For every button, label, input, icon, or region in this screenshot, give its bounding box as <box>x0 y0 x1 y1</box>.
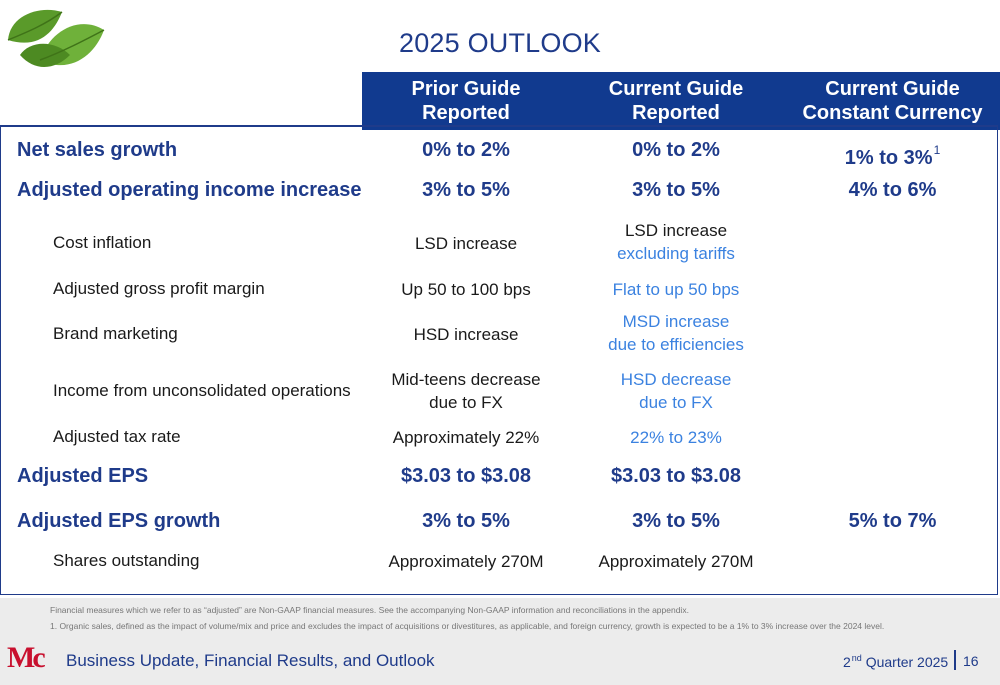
cell-shares-prior: Approximately 270M <box>388 552 544 571</box>
cell-adj-eps-growth-prior: 3% to 5% <box>422 510 510 532</box>
cell-line2: due to FX <box>639 393 713 412</box>
outlook-table-frame <box>0 125 998 595</box>
row-label-net-sales: Net sales growth <box>17 139 178 161</box>
cell-brand-marketing-prior: HSD increase <box>413 325 519 344</box>
cell-line1: LSD increase <box>624 221 728 240</box>
cell-unconsolidated-current: HSD decrease due to FX <box>578 368 774 414</box>
quarter-number: 2 <box>843 654 851 670</box>
row-label-adj-eps-growth: Adjusted EPS growth <box>17 510 221 532</box>
quarter-text: Quarter 2025 <box>861 654 949 670</box>
row-label-brand-marketing: Brand marketing <box>53 324 178 343</box>
cell-tax-rate-prior: Approximately 22% <box>392 428 540 447</box>
cell-gross-margin-prior: Up 50 to 100 bps <box>401 280 531 299</box>
cell-cost-inflation-prior: LSD increase <box>414 234 518 253</box>
cell-shares-current: Approximately 270M <box>598 552 754 571</box>
cell-cost-inflation-current: LSD increase excluding tariffs <box>578 219 774 265</box>
cell-line1: MSD increase <box>622 312 730 331</box>
footnote-non-gaap: Financial measures which we refer to as … <box>50 605 689 615</box>
page-number: 16 <box>963 653 979 669</box>
company-logo: Mc <box>7 641 46 674</box>
row-label-tax-rate: Adjusted tax rate <box>53 427 181 446</box>
column-header-line2: Constant Currency <box>802 102 983 124</box>
column-header-line2: Reported <box>422 102 510 124</box>
column-header-band <box>362 72 1000 130</box>
column-header-line1: Current Guide <box>608 78 744 100</box>
cell-unconsolidated-prior: Mid-teens decrease due to FX <box>370 368 562 414</box>
cell-tax-rate-current: 22% to 23% <box>630 428 722 447</box>
cell-brand-marketing-current: MSD increase due to efficiencies <box>578 310 774 356</box>
cell-line2: due to FX <box>429 393 503 412</box>
cell-line1: Mid-teens decrease <box>391 370 541 389</box>
cell-net-sales-prior: 0% to 2% <box>422 139 510 161</box>
column-header-line1: Current Guide <box>825 78 960 100</box>
row-label-gross-margin: Adjusted gross profit margin <box>53 279 265 298</box>
cell-net-sales-constant: 1% to 3%1 <box>790 139 995 170</box>
cell-adj-op-income-current: 3% to 5% <box>632 179 720 201</box>
cell-adj-op-income-constant: 4% to 6% <box>848 179 937 201</box>
cell-adj-eps-current: $3.03 to $3.08 <box>610 465 742 487</box>
column-header-prior-reported: Prior Guide Reported <box>370 77 562 125</box>
cell-adj-eps-prior: $3.03 to $3.08 <box>400 465 532 487</box>
footer-section-title: Business Update, Financial Results, and … <box>66 651 435 670</box>
cell-adj-eps-growth-constant: 5% to 7% <box>848 510 937 532</box>
cell-adj-eps-growth-current: 3% to 5% <box>632 510 720 532</box>
row-label-cost-inflation: Cost inflation <box>53 233 152 252</box>
quarter-ordinal: nd <box>851 653 862 663</box>
cell-net-sales-current: 0% to 2% <box>632 139 720 161</box>
row-label-adj-eps: Adjusted EPS <box>17 465 149 487</box>
column-header-line1: Prior Guide <box>411 78 521 100</box>
footnote-organic-sales: 1. Organic sales, defined as the impact … <box>50 621 885 631</box>
page-title: 2025 OUTLOOK <box>399 28 601 58</box>
cell-adj-op-income-prior: 3% to 5% <box>422 179 510 201</box>
row-label-adj-op-income: Adjusted operating income increase <box>17 179 362 201</box>
cell-line2: due to efficiencies <box>608 335 744 354</box>
footer-quarter: 2nd Quarter 2025 <box>843 653 948 670</box>
cell-line1: HSD decrease <box>620 370 732 389</box>
cell-gross-margin-current: Flat to up 50 bps <box>612 280 740 299</box>
row-label-shares: Shares outstanding <box>53 551 200 570</box>
basil-leaf-icon <box>7 9 105 68</box>
footer-band <box>0 598 1000 685</box>
row-label-unconsolidated: Income from unconsolidated operations <box>53 381 351 400</box>
cell-value: 1% to 3% <box>844 147 933 169</box>
footnote-marker: 1 <box>933 143 941 157</box>
cell-line2: excluding tariffs <box>617 244 735 263</box>
column-header-current-constant: Current Guide Constant Currency <box>790 77 995 125</box>
footer-divider <box>954 650 956 670</box>
column-header-line2: Reported <box>632 102 720 124</box>
column-header-current-reported: Current Guide Reported <box>578 77 774 125</box>
